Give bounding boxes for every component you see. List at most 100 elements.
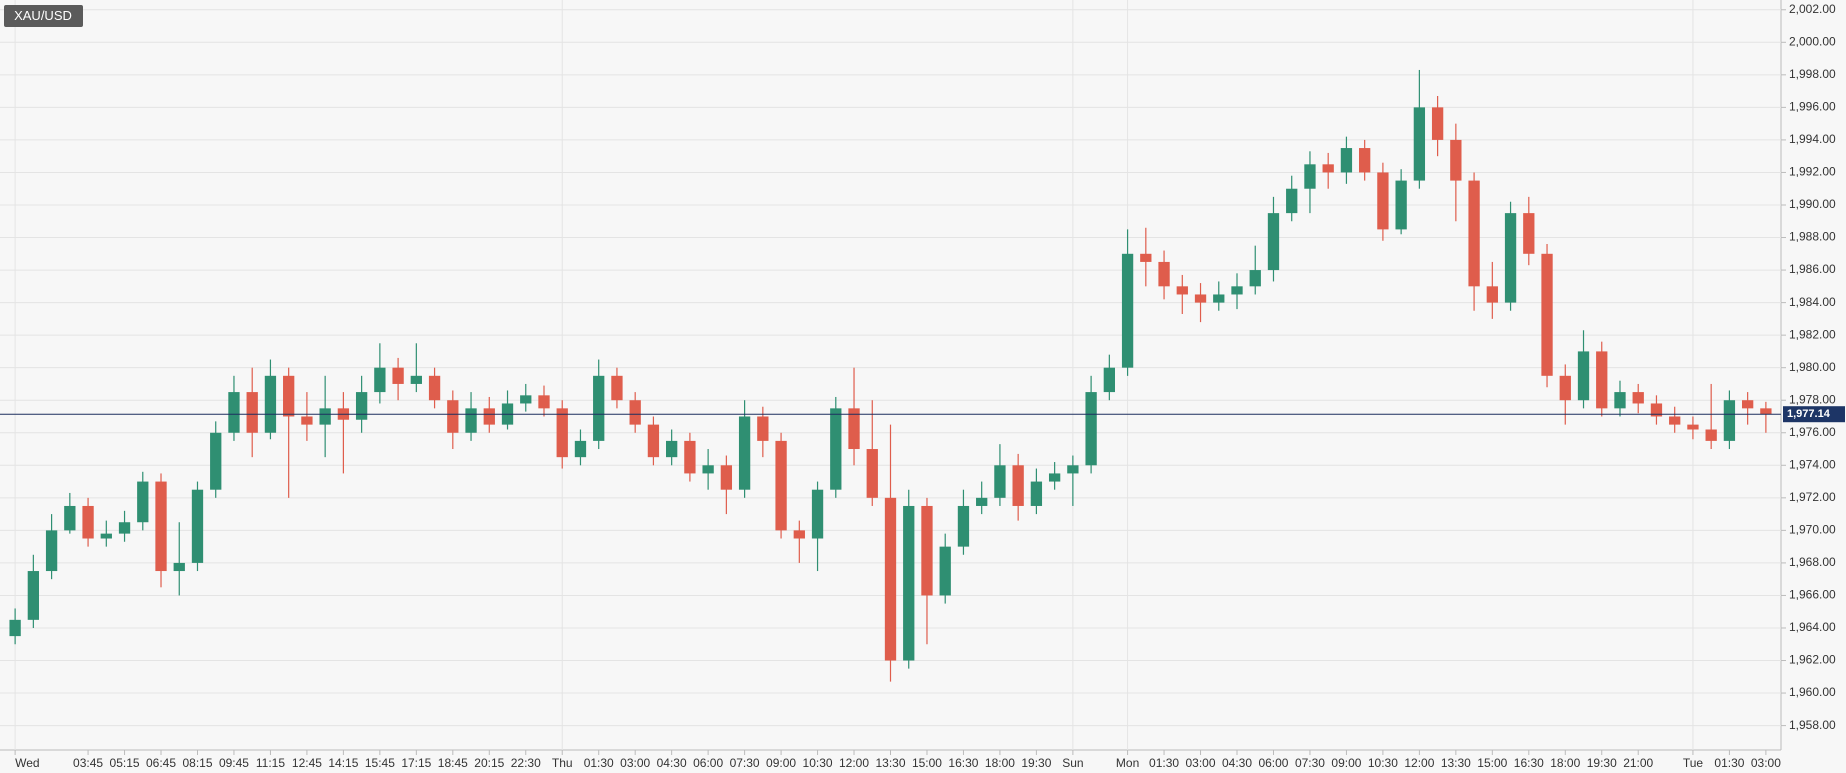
x-tick-label: 05:15 [110,756,140,770]
current-price-label: 1,977.14 [1787,408,1831,420]
candle-body [1632,392,1644,404]
y-tick-label: 1,972.00 [1789,490,1836,504]
x-tick-label: 01:30 [584,756,614,770]
candle-body [155,481,167,572]
x-tick-label: 01:30 [1149,756,1179,770]
x-tick-label: 16:30 [948,756,978,770]
candle-body [1577,351,1590,401]
candle-body [738,416,751,490]
candle-body [355,392,368,420]
candle-body [301,416,313,425]
x-tick-label: 13:30 [875,756,905,770]
x-tick-label: 12:00 [839,756,869,770]
candle-body [1103,367,1115,393]
candle-body [319,408,331,425]
y-tick-label: 1,988.00 [1789,230,1836,244]
candle-body [1340,148,1353,173]
candle-body [210,432,222,490]
x-tick-label: Sun [1062,756,1083,770]
x-tick-label: 03:00 [1751,756,1781,770]
x-tick-label: 14:15 [328,756,358,770]
candle-body [903,505,915,661]
candle-body [1541,253,1553,376]
candle-body [775,440,787,531]
candle-body [1048,473,1061,482]
x-tick-label: 09:45 [219,756,249,770]
x-tick-label: 12:00 [1404,756,1434,770]
y-tick-label: 2,000.00 [1789,34,1836,48]
candle-body [45,530,58,572]
x-tick-label: 18:00 [1550,756,1580,770]
y-tick-label: 1,986.00 [1789,262,1836,276]
candle-body [1723,400,1736,441]
x-tick-label: 03:45 [73,756,103,770]
candle-body [666,440,678,458]
candle-body [1322,164,1334,173]
candle-body [82,505,94,539]
y-tick-label: 1,958.00 [1789,718,1836,732]
candle-body [1359,148,1371,173]
x-tick-label: Mon [1116,756,1139,770]
y-tick-label: 1,974.00 [1789,457,1836,471]
candle-body [939,546,951,596]
candle-body [720,465,733,490]
candle-body [283,375,295,417]
x-tick-label: 16:30 [1514,756,1544,770]
candle-body [1614,392,1626,409]
x-tick-label: 04:30 [657,756,687,770]
x-tick-label: 06:00 [693,756,723,770]
candle-body [1523,213,1535,254]
y-tick-label: 1,990.00 [1789,197,1836,211]
candle-body [629,400,641,425]
candle-body [1450,139,1462,181]
candle-body [1231,286,1243,295]
x-tick-label: 12:45 [292,756,322,770]
x-tick-label: Wed [15,756,39,770]
x-tick-label: 18:45 [438,756,468,770]
y-tick-label: 1,962.00 [1789,653,1836,667]
candle-body [392,367,404,384]
candle-body [994,465,1006,498]
candle-body [1249,270,1261,287]
y-tick-label: 1,984.00 [1789,295,1836,309]
candle-body [574,440,587,458]
candle-body [1468,180,1480,287]
y-tick-label: 1,976.00 [1789,425,1836,439]
y-tick-label: 1,966.00 [1789,588,1836,602]
candle-body [1176,286,1188,295]
candle-body [1267,213,1280,271]
candle-body [1741,400,1754,409]
candle-body [1194,294,1207,303]
y-tick-label: 1,978.00 [1789,392,1836,406]
candle-body [1121,253,1134,368]
candle-body [1286,188,1298,214]
x-tick-label: 06:00 [1258,756,1288,770]
candle-body [611,375,623,401]
x-tick-label: 19:30 [1587,756,1617,770]
candle-body [830,408,842,490]
candle-body [1213,294,1225,303]
candle-body [428,375,441,401]
y-tick-label: 1,970.00 [1789,523,1836,537]
candle-body [447,400,459,433]
x-tick-label: 15:00 [912,756,942,770]
candle-body [1760,408,1772,415]
candle-body [702,465,714,474]
candle-body [957,505,970,547]
x-tick-label: 09:00 [1331,756,1361,770]
x-tick-label: 10:30 [1368,756,1398,770]
x-tick-label: 09:00 [766,756,796,770]
candle-body [1395,180,1407,230]
x-tick-label: 21:00 [1623,756,1653,770]
y-tick-label: 1,980.00 [1789,360,1836,374]
candle-body [410,375,422,384]
candle-body [264,375,277,433]
x-tick-label: 19:30 [1021,756,1051,770]
x-tick-label: 01:30 [1714,756,1744,770]
candle-body [246,392,258,433]
y-tick-label: 1,964.00 [1789,620,1836,634]
y-tick-label: 1,968.00 [1789,555,1836,569]
candle-body [27,571,40,620]
